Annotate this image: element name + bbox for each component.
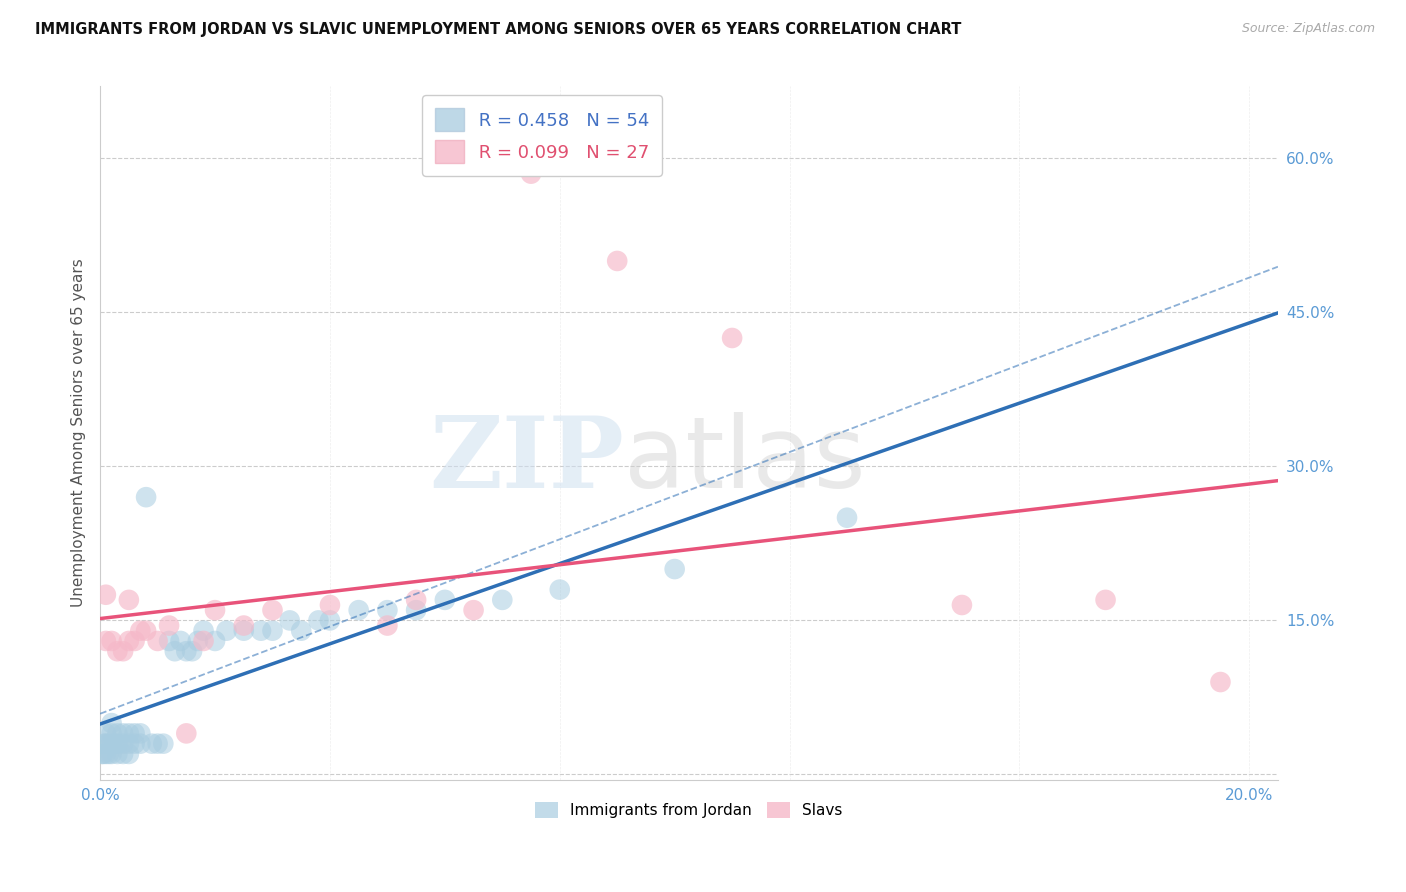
- Point: [129, 737, 152, 751]
- Point: [520, 167, 543, 181]
- Point: [319, 614, 342, 628]
- Point: [103, 737, 125, 751]
- Point: [232, 624, 254, 638]
- Point: [491, 593, 513, 607]
- Point: [146, 634, 169, 648]
- Point: [124, 726, 146, 740]
- Point: [835, 510, 858, 524]
- Point: [141, 737, 163, 751]
- Legend: Immigrants from Jordan, Slavs: Immigrants from Jordan, Slavs: [529, 796, 849, 824]
- Text: Source: ZipAtlas.com: Source: ZipAtlas.com: [1241, 22, 1375, 36]
- Point: [215, 624, 238, 638]
- Point: [548, 582, 571, 597]
- Point: [262, 624, 284, 638]
- Point: [157, 618, 180, 632]
- Point: [146, 737, 169, 751]
- Point: [290, 624, 312, 638]
- Point: [193, 634, 215, 648]
- Text: ZIP: ZIP: [429, 412, 624, 509]
- Point: [405, 593, 427, 607]
- Point: [377, 618, 399, 632]
- Point: [124, 737, 146, 751]
- Point: [94, 634, 117, 648]
- Point: [105, 644, 128, 658]
- Point: [100, 726, 122, 740]
- Point: [112, 726, 135, 740]
- Point: [100, 737, 122, 751]
- Point: [606, 254, 628, 268]
- Point: [278, 614, 301, 628]
- Point: [129, 726, 152, 740]
- Point: [463, 603, 485, 617]
- Point: [433, 593, 456, 607]
- Point: [950, 598, 973, 612]
- Point: [250, 624, 273, 638]
- Point: [169, 634, 191, 648]
- Point: [262, 603, 284, 617]
- Point: [94, 726, 117, 740]
- Point: [319, 598, 342, 612]
- Point: [93, 737, 115, 751]
- Point: [152, 737, 174, 751]
- Text: atlas: atlas: [624, 412, 866, 509]
- Point: [100, 716, 122, 731]
- Point: [307, 614, 329, 628]
- Point: [377, 603, 399, 617]
- Point: [112, 737, 135, 751]
- Point: [163, 644, 186, 658]
- Point: [176, 644, 198, 658]
- Point: [181, 644, 204, 658]
- Point: [97, 737, 120, 751]
- Point: [105, 747, 128, 761]
- Point: [105, 737, 128, 751]
- Point: [405, 603, 427, 617]
- Point: [118, 634, 141, 648]
- Point: [100, 747, 122, 761]
- Point: [94, 588, 117, 602]
- Point: [94, 747, 117, 761]
- Point: [721, 331, 744, 345]
- Point: [118, 593, 141, 607]
- Point: [118, 747, 141, 761]
- Point: [118, 726, 141, 740]
- Point: [112, 747, 135, 761]
- Point: [105, 726, 128, 740]
- Point: [124, 634, 146, 648]
- Point: [664, 562, 686, 576]
- Point: [1094, 593, 1116, 607]
- Point: [100, 634, 122, 648]
- Point: [187, 634, 209, 648]
- Point: [97, 747, 120, 761]
- Point: [204, 634, 226, 648]
- Point: [91, 747, 114, 761]
- Point: [118, 737, 141, 751]
- Point: [112, 644, 135, 658]
- Point: [193, 624, 215, 638]
- Point: [1209, 675, 1232, 690]
- Point: [90, 747, 112, 761]
- Point: [347, 603, 370, 617]
- Point: [135, 490, 157, 504]
- Point: [232, 618, 254, 632]
- Y-axis label: Unemployment Among Seniors over 65 years: Unemployment Among Seniors over 65 years: [72, 259, 86, 607]
- Point: [176, 726, 198, 740]
- Point: [157, 634, 180, 648]
- Text: IMMIGRANTS FROM JORDAN VS SLAVIC UNEMPLOYMENT AMONG SENIORS OVER 65 YEARS CORREL: IMMIGRANTS FROM JORDAN VS SLAVIC UNEMPLO…: [35, 22, 962, 37]
- Point: [135, 624, 157, 638]
- Point: [94, 737, 117, 751]
- Point: [129, 624, 152, 638]
- Point: [204, 603, 226, 617]
